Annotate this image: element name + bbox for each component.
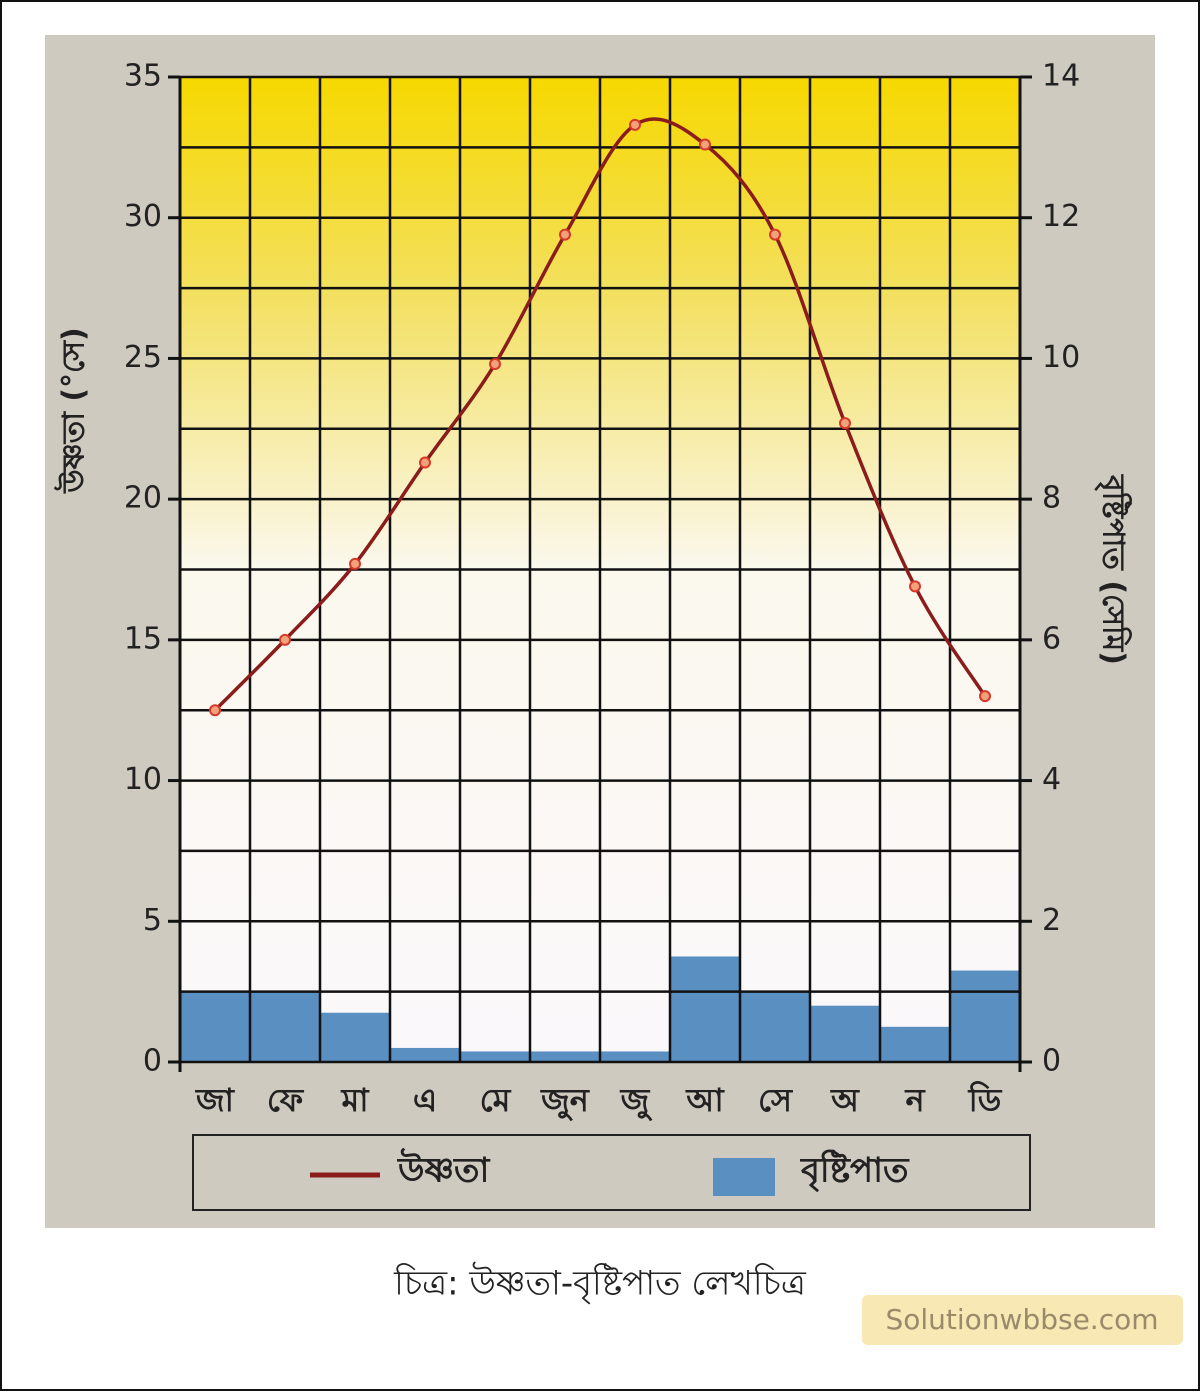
plot: 0 5 10 15 20 25 30 35 0 2 4 6 8 10 12 14 জা ফে মা এ মে জুন জু আ… <box>124 59 1080 1122</box>
x-tick-label: ন <box>904 1081 926 1119</box>
rain-bar <box>460 1051 530 1062</box>
y-tick-label: 10 <box>124 762 162 797</box>
rain-bar <box>320 1012 390 1062</box>
y-tick-label: 5 <box>143 903 162 938</box>
y-tick-label: 25 <box>124 340 162 375</box>
y-axis-title: উষ্ণতা (°সে) <box>54 327 92 494</box>
temperature-point <box>769 228 781 241</box>
y2-tick-label: 14 <box>1042 59 1080 94</box>
temperature-point <box>209 704 221 717</box>
temperature-point <box>839 417 851 430</box>
rain-bar <box>250 991 320 1062</box>
x-tick-label: জু <box>620 1081 653 1121</box>
rain-bar <box>810 1005 880 1062</box>
x-tick-label: জুন <box>540 1081 591 1121</box>
rain-bar <box>740 991 810 1062</box>
rain-bar <box>880 1026 950 1062</box>
x-tick-label: আ <box>685 1081 725 1119</box>
rain-bar <box>390 1047 460 1062</box>
temperature-point <box>909 580 921 593</box>
y-tick-label: 35 <box>124 59 162 94</box>
rain-bar <box>530 1051 600 1062</box>
y-tick-label: 15 <box>124 621 162 656</box>
legend: উষ্ণতা বৃষ্টিপাত <box>310 1148 910 1196</box>
temperature-point <box>629 118 641 131</box>
y2-tick-label: 10 <box>1042 340 1080 375</box>
y2-tick-label: 8 <box>1042 481 1061 516</box>
y2-tick-label: 2 <box>1042 903 1061 938</box>
watermark: Solutionwbbse.com <box>885 1303 1158 1336</box>
temperature-point <box>419 456 431 469</box>
legend-label: উষ্ণতা <box>397 1148 491 1191</box>
y2-axis-title: বৃষ্টিপাত (সেমি) <box>1093 474 1132 665</box>
temperature-point <box>559 228 571 241</box>
temperature-point <box>979 690 991 703</box>
x-tick-label: এ <box>413 1081 437 1119</box>
y-tick-label: 30 <box>124 199 162 234</box>
rain-bar <box>600 1051 670 1062</box>
rain-bar <box>950 970 1020 1062</box>
x-tick-label: ডি <box>968 1080 1003 1119</box>
y2-tick-label: 0 <box>1042 1044 1061 1079</box>
x-tick-label: ফে <box>267 1081 305 1119</box>
temperature-point <box>279 633 291 646</box>
x-tick-label: মে <box>480 1081 512 1119</box>
y2-tick-label: 4 <box>1042 762 1061 797</box>
legend-box <box>192 1134 1031 1211</box>
watermark-box <box>862 1295 1183 1345</box>
y2-tick-label: 6 <box>1042 621 1061 656</box>
y-tick-label: 20 <box>124 481 162 516</box>
rain-bar <box>670 956 740 1062</box>
legend-swatch <box>713 1158 775 1196</box>
x-tick-label: সে <box>758 1081 794 1119</box>
x-tick-label: অ <box>830 1081 860 1119</box>
y-tick-label: 0 <box>143 1044 162 1079</box>
legend-label: বৃষ্টিপাত <box>800 1150 910 1193</box>
x-tick-label: মা <box>340 1081 370 1119</box>
temperature-point <box>699 138 711 151</box>
rain-bar <box>180 991 250 1062</box>
x-tick-label: জা <box>195 1081 236 1119</box>
temperature-point <box>489 358 501 371</box>
y2-tick-label: 12 <box>1042 199 1080 234</box>
temperature-point <box>349 557 361 570</box>
caption: চিত্র: উষ্ণতা-বৃষ্টিপাত লেখচিত্র <box>393 1262 807 1305</box>
